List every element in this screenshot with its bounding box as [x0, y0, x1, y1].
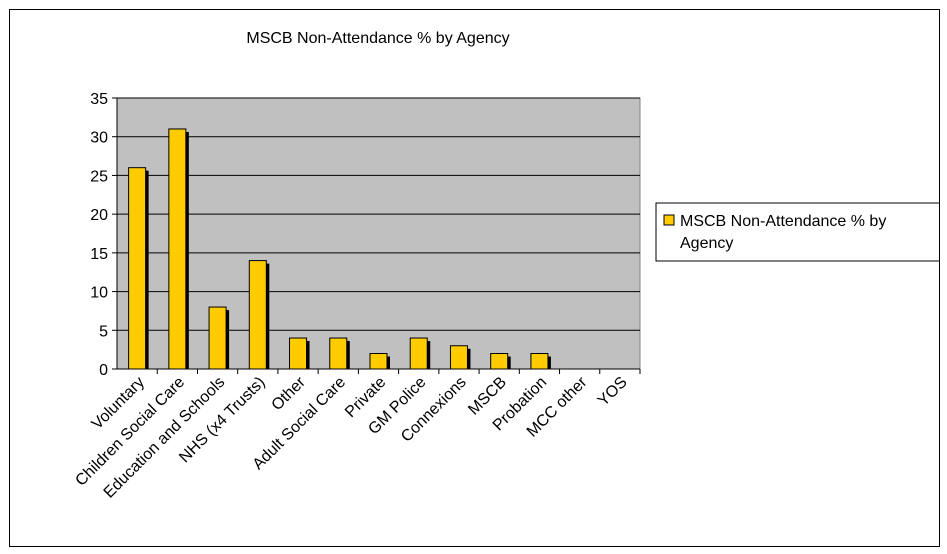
chart: MSCB Non-Attendance % by Agency 0 5 10 15 20…: [72, 30, 939, 502]
chart-frame: MSCB Non-Attendance % by Agency 0 5 10 15 20…: [9, 9, 940, 547]
grid-lines: [117, 97, 640, 331]
bar: [490, 353, 509, 370]
plot-area: [116, 97, 641, 370]
y-tick-label: 10: [90, 285, 108, 302]
x-tick-label: YOS: [595, 374, 631, 410]
y-tick-label: 30: [90, 130, 108, 147]
bar: [168, 128, 187, 370]
legend-swatch: [663, 214, 675, 226]
bars: [128, 128, 551, 370]
bar: [449, 345, 468, 370]
chart-title: MSCB Non-Attendance % by Agency: [246, 30, 509, 47]
bar: [128, 167, 147, 370]
legend: MSCB Non-Attendance % by Agency: [655, 202, 939, 262]
bar: [208, 306, 227, 370]
y-tick-label: 25: [90, 168, 108, 185]
legend-label-line-2: Agency: [680, 235, 733, 252]
y-tick-label: 20: [90, 207, 108, 224]
bar: [409, 337, 428, 370]
legend-label-line-1: MSCB Non-Attendance % by: [680, 213, 886, 230]
bar: [289, 337, 308, 370]
bar: [369, 353, 388, 370]
legend-box: [655, 202, 939, 262]
bar: [329, 337, 348, 370]
y-tick-label: 5: [99, 323, 108, 340]
bar: [248, 260, 267, 370]
bar: [530, 353, 549, 370]
y-tick-label: 35: [90, 91, 108, 108]
y-tick-label: 15: [90, 246, 108, 263]
y-tick-label: 0: [99, 362, 108, 379]
